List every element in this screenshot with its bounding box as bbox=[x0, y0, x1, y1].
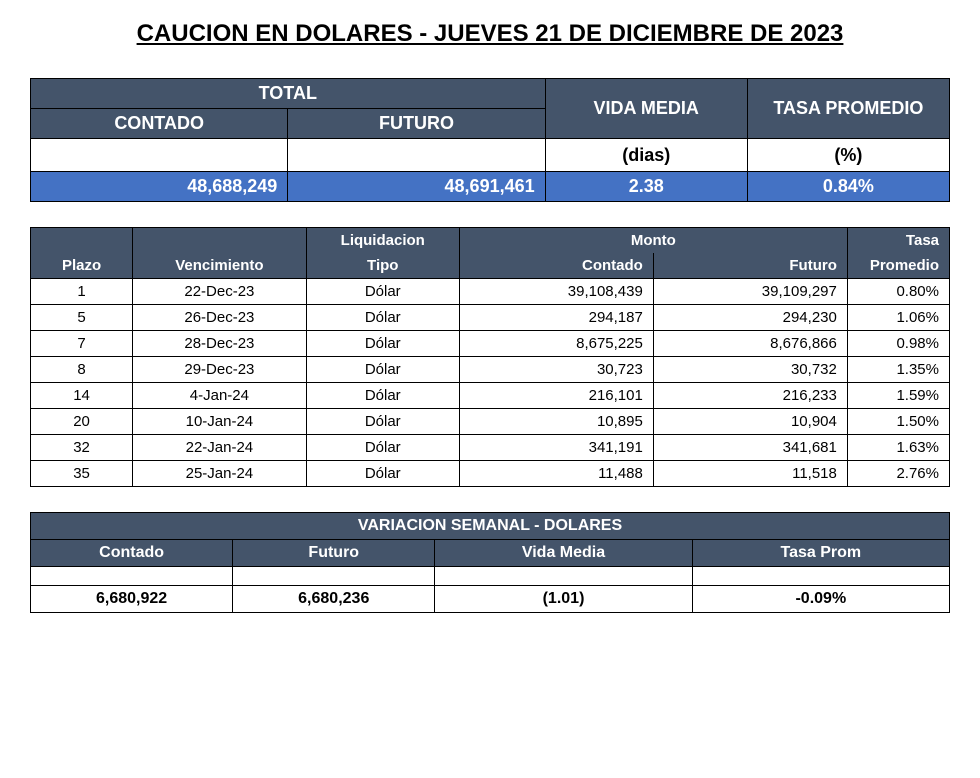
detail-tasa: 2.76% bbox=[847, 461, 949, 487]
detail-vencimiento: 10-Jan-24 bbox=[133, 409, 307, 435]
detail-promedio-header: Promedio bbox=[847, 253, 949, 279]
detail-futuro: 39,109,297 bbox=[653, 279, 847, 305]
table-row: 3222-Jan-24Dólar341,191341,6811.63% bbox=[31, 435, 950, 461]
variation-vida-media-value: (1.01) bbox=[435, 586, 692, 613]
detail-monto-header: Monto bbox=[459, 228, 847, 254]
detail-tipo: Dólar bbox=[306, 279, 459, 305]
page-title: CAUCION EN DOLARES - JUEVES 21 DE DICIEM… bbox=[30, 20, 950, 48]
detail-liquidacion-header: Liquidacion bbox=[306, 228, 459, 254]
detail-plazo: 32 bbox=[31, 435, 133, 461]
detail-contado: 216,101 bbox=[459, 383, 653, 409]
summary-empty bbox=[288, 139, 545, 172]
detail-vencimiento-header: Vencimiento bbox=[133, 253, 307, 279]
detail-tasa-header: Tasa bbox=[847, 228, 949, 254]
table-row: 3525-Jan-24Dólar11,48811,5182.76% bbox=[31, 461, 950, 487]
detail-vencimiento: 26-Dec-23 bbox=[133, 305, 307, 331]
detail-vencimiento: 29-Dec-23 bbox=[133, 357, 307, 383]
detail-contado: 294,187 bbox=[459, 305, 653, 331]
variation-futuro-header: Futuro bbox=[233, 540, 435, 567]
summary-futuro-header: FUTURO bbox=[288, 109, 545, 139]
variation-contado-value: 6,680,922 bbox=[31, 586, 233, 613]
detail-tipo: Dólar bbox=[306, 435, 459, 461]
detail-contado: 10,895 bbox=[459, 409, 653, 435]
summary-contado-header: CONTADO bbox=[31, 109, 288, 139]
summary-empty bbox=[31, 139, 288, 172]
detail-contado: 8,675,225 bbox=[459, 331, 653, 357]
detail-tipo: Dólar bbox=[306, 409, 459, 435]
summary-vida-media-value: 2.38 bbox=[545, 172, 747, 202]
table-row: 122-Dec-23Dólar39,108,43939,109,2970.80% bbox=[31, 279, 950, 305]
detail-contado: 11,488 bbox=[459, 461, 653, 487]
detail-tipo-header: Tipo bbox=[306, 253, 459, 279]
detail-contado: 30,723 bbox=[459, 357, 653, 383]
detail-plazo: 1 bbox=[31, 279, 133, 305]
detail-plazo-header: Plazo bbox=[31, 253, 133, 279]
summary-vida-media-header: VIDA MEDIA bbox=[545, 79, 747, 139]
table-row: 2010-Jan-24Dólar10,89510,9041.50% bbox=[31, 409, 950, 435]
detail-vencimiento: 28-Dec-23 bbox=[133, 331, 307, 357]
detail-futuro: 8,676,866 bbox=[653, 331, 847, 357]
detail-futuro: 341,681 bbox=[653, 435, 847, 461]
detail-tipo: Dólar bbox=[306, 461, 459, 487]
detail-contado: 39,108,439 bbox=[459, 279, 653, 305]
detail-table: Liquidacion Monto Tasa Plazo Vencimiento… bbox=[30, 227, 950, 487]
detail-vencimiento: 4-Jan-24 bbox=[133, 383, 307, 409]
variation-vida-media-header: Vida Media bbox=[435, 540, 692, 567]
detail-tasa: 1.50% bbox=[847, 409, 949, 435]
summary-futuro-value: 48,691,461 bbox=[288, 172, 545, 202]
detail-plazo: 20 bbox=[31, 409, 133, 435]
table-row: 829-Dec-23Dólar30,72330,7321.35% bbox=[31, 357, 950, 383]
table-row: 144-Jan-24Dólar216,101216,2331.59% bbox=[31, 383, 950, 409]
detail-plazo: 7 bbox=[31, 331, 133, 357]
variation-tasa-header: Tasa Prom bbox=[692, 540, 949, 567]
detail-tasa: 0.80% bbox=[847, 279, 949, 305]
detail-tasa: 1.63% bbox=[847, 435, 949, 461]
detail-plazo: 5 bbox=[31, 305, 133, 331]
detail-vencimiento: 22-Jan-24 bbox=[133, 435, 307, 461]
detail-contado-header: Contado bbox=[459, 253, 653, 279]
summary-pct-label: (%) bbox=[747, 139, 949, 172]
detail-futuro: 216,233 bbox=[653, 383, 847, 409]
variation-title: VARIACION SEMANAL - DOLARES bbox=[31, 513, 950, 540]
table-row: 526-Dec-23Dólar294,187294,2301.06% bbox=[31, 305, 950, 331]
summary-table: TOTAL VIDA MEDIA TASA PROMEDIO CONTADO F… bbox=[30, 78, 950, 202]
detail-tipo: Dólar bbox=[306, 357, 459, 383]
variation-tasa-value: -0.09% bbox=[692, 586, 949, 613]
detail-futuro: 10,904 bbox=[653, 409, 847, 435]
variation-contado-header: Contado bbox=[31, 540, 233, 567]
summary-contado-value: 48,688,249 bbox=[31, 172, 288, 202]
detail-futuro: 30,732 bbox=[653, 357, 847, 383]
detail-plazo: 14 bbox=[31, 383, 133, 409]
detail-tasa: 1.35% bbox=[847, 357, 949, 383]
summary-total-header: TOTAL bbox=[31, 79, 546, 109]
detail-futuro: 11,518 bbox=[653, 461, 847, 487]
detail-plazo: 35 bbox=[31, 461, 133, 487]
detail-tipo: Dólar bbox=[306, 331, 459, 357]
detail-contado: 341,191 bbox=[459, 435, 653, 461]
detail-tasa: 1.59% bbox=[847, 383, 949, 409]
detail-vencimiento: 22-Dec-23 bbox=[133, 279, 307, 305]
detail-tasa: 1.06% bbox=[847, 305, 949, 331]
detail-vencimiento: 25-Jan-24 bbox=[133, 461, 307, 487]
summary-dias-label: (dias) bbox=[545, 139, 747, 172]
summary-tasa-header: TASA PROMEDIO bbox=[747, 79, 949, 139]
detail-tasa: 0.98% bbox=[847, 331, 949, 357]
detail-tipo: Dólar bbox=[306, 305, 459, 331]
detail-empty-header bbox=[133, 228, 307, 254]
detail-empty-header bbox=[31, 228, 133, 254]
table-row: 728-Dec-23Dólar8,675,2258,676,8660.98% bbox=[31, 331, 950, 357]
detail-tipo: Dólar bbox=[306, 383, 459, 409]
detail-plazo: 8 bbox=[31, 357, 133, 383]
detail-futuro-header: Futuro bbox=[653, 253, 847, 279]
summary-tasa-value: 0.84% bbox=[747, 172, 949, 202]
variation-table: VARIACION SEMANAL - DOLARES Contado Futu… bbox=[30, 512, 950, 613]
detail-futuro: 294,230 bbox=[653, 305, 847, 331]
variation-futuro-value: 6,680,236 bbox=[233, 586, 435, 613]
